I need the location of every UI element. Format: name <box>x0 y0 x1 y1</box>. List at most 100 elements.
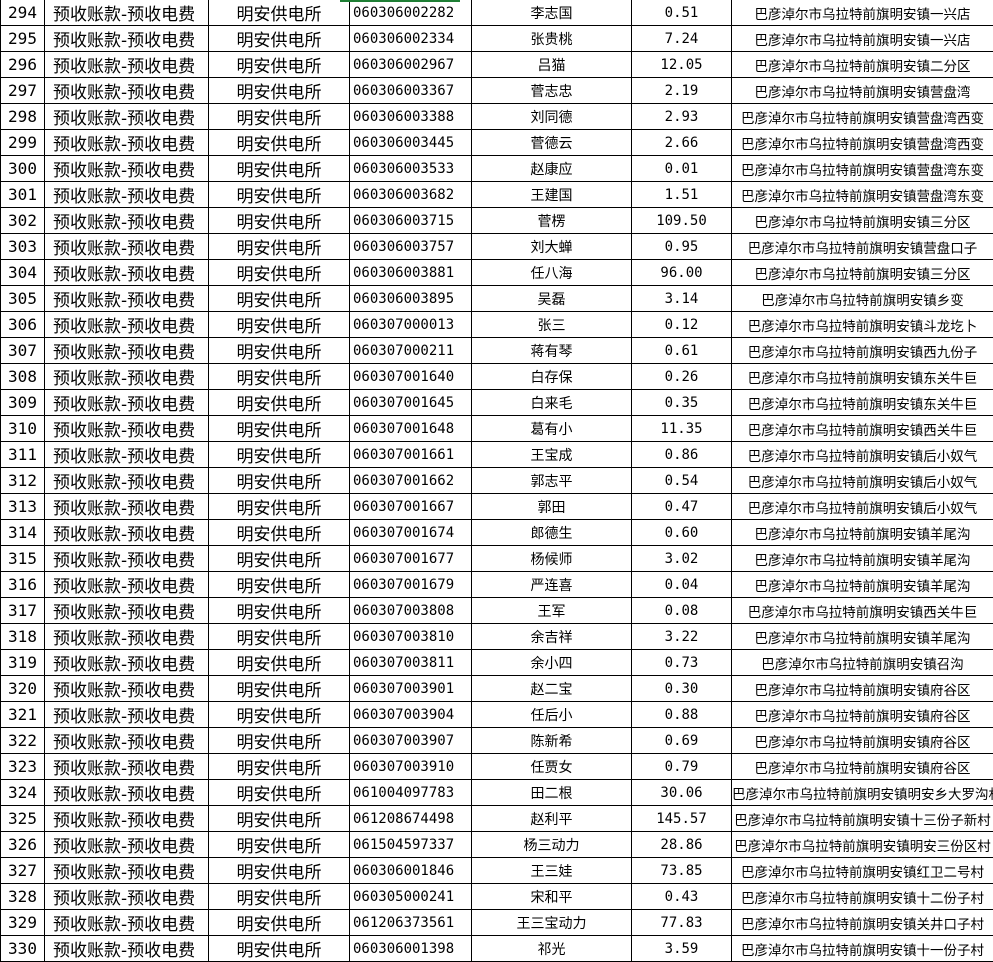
cell-address[interactable]: 巴彦淖尔市乌拉特前旗明安镇羊尾沟 <box>732 572 993 598</box>
cell-name[interactable]: 任贾女 <box>472 754 632 780</box>
cell-amount[interactable]: 0.26 <box>632 364 732 390</box>
cell-index[interactable]: 311 <box>1 442 45 468</box>
cell-name[interactable]: 赵利平 <box>472 806 632 832</box>
cell-name[interactable]: 李志国 <box>472 0 632 26</box>
cell-office[interactable]: 明安供电所 <box>209 884 350 910</box>
cell-account[interactable]: 060307003904 <box>350 702 472 728</box>
cell-account[interactable]: 061004097783 <box>350 780 472 806</box>
cell-name[interactable]: 葛有小 <box>472 416 632 442</box>
cell-amount[interactable]: 0.47 <box>632 494 732 520</box>
cell-index[interactable]: 297 <box>1 78 45 104</box>
cell-address[interactable]: 巴彦淖尔市乌拉特前旗明安镇羊尾沟 <box>732 546 993 572</box>
cell-office[interactable]: 明安供电所 <box>209 208 350 234</box>
cell-account[interactable]: 060307001648 <box>350 416 472 442</box>
cell-index[interactable]: 318 <box>1 624 45 650</box>
cell-type[interactable]: 预收账款-预收电费 <box>45 338 209 364</box>
cell-account[interactable]: 060307001640 <box>350 364 472 390</box>
cell-index[interactable]: 307 <box>1 338 45 364</box>
cell-address[interactable]: 巴彦淖尔市乌拉特前旗明安镇营盘湾东变 <box>732 156 993 182</box>
cell-office[interactable]: 明安供电所 <box>209 728 350 754</box>
cell-office[interactable]: 明安供电所 <box>209 156 350 182</box>
cell-name[interactable]: 赵康应 <box>472 156 632 182</box>
cell-name[interactable]: 王军 <box>472 598 632 624</box>
cell-account[interactable]: 061504597337 <box>350 832 472 858</box>
cell-address[interactable]: 巴彦淖尔市乌拉特前旗明安镇东关牛巨 <box>732 364 993 390</box>
cell-address[interactable]: 巴彦淖尔市乌拉特前旗明安镇红卫二号村 <box>732 858 993 884</box>
cell-type[interactable]: 预收账款-预收电费 <box>45 598 209 624</box>
cell-office[interactable]: 明安供电所 <box>209 832 350 858</box>
cell-amount[interactable]: 0.30 <box>632 676 732 702</box>
cell-address[interactable]: 巴彦淖尔市乌拉特前旗明安镇明安乡大罗沟村 <box>732 780 993 806</box>
cell-name[interactable]: 祁光 <box>472 936 632 962</box>
cell-office[interactable]: 明安供电所 <box>209 910 350 936</box>
cell-name[interactable]: 严连喜 <box>472 572 632 598</box>
cell-name[interactable]: 余吉祥 <box>472 624 632 650</box>
cell-amount[interactable]: 11.35 <box>632 416 732 442</box>
cell-name[interactable]: 刘大蝉 <box>472 234 632 260</box>
cell-index[interactable]: 329 <box>1 910 45 936</box>
cell-name[interactable]: 杨候师 <box>472 546 632 572</box>
cell-office[interactable]: 明安供电所 <box>209 104 350 130</box>
cell-account[interactable]: 060307003907 <box>350 728 472 754</box>
cell-name[interactable]: 吴磊 <box>472 286 632 312</box>
cell-index[interactable]: 303 <box>1 234 45 260</box>
cell-address[interactable]: 巴彦淖尔市乌拉特前旗明安镇十三份子新村 <box>732 806 993 832</box>
cell-amount[interactable]: 0.04 <box>632 572 732 598</box>
cell-account[interactable]: 060307001662 <box>350 468 472 494</box>
cell-amount[interactable]: 0.08 <box>632 598 732 624</box>
cell-index[interactable]: 312 <box>1 468 45 494</box>
cell-address[interactable]: 巴彦淖尔市乌拉特前旗明安镇营盘湾西变 <box>732 130 993 156</box>
cell-amount[interactable]: 1.51 <box>632 182 732 208</box>
cell-index[interactable]: 294 <box>1 0 45 26</box>
cell-index[interactable]: 295 <box>1 26 45 52</box>
cell-amount[interactable]: 0.60 <box>632 520 732 546</box>
cell-amount[interactable]: 96.00 <box>632 260 732 286</box>
cell-name[interactable]: 任八海 <box>472 260 632 286</box>
cell-office[interactable]: 明安供电所 <box>209 286 350 312</box>
cell-type[interactable]: 预收账款-预收电费 <box>45 624 209 650</box>
cell-address[interactable]: 巴彦淖尔市乌拉特前旗明安镇西关牛巨 <box>732 416 993 442</box>
cell-amount[interactable]: 3.02 <box>632 546 732 572</box>
cell-address[interactable]: 巴彦淖尔市乌拉特前旗明安镇一兴店 <box>732 0 993 26</box>
cell-address[interactable]: 巴彦淖尔市乌拉特前旗明安镇关井口子村 <box>732 910 993 936</box>
cell-amount[interactable]: 2.19 <box>632 78 732 104</box>
cell-office[interactable]: 明安供电所 <box>209 676 350 702</box>
cell-address[interactable]: 巴彦淖尔市乌拉特前旗明安镇西九份子 <box>732 338 993 364</box>
cell-amount[interactable]: 0.61 <box>632 338 732 364</box>
cell-index[interactable]: 315 <box>1 546 45 572</box>
cell-account[interactable]: 060307003808 <box>350 598 472 624</box>
cell-type[interactable]: 预收账款-预收电费 <box>45 910 209 936</box>
cell-office[interactable]: 明安供电所 <box>209 416 350 442</box>
cell-amount[interactable]: 3.14 <box>632 286 732 312</box>
cell-type[interactable]: 预收账款-预收电费 <box>45 884 209 910</box>
cell-account[interactable]: 060307000211 <box>350 338 472 364</box>
cell-office[interactable]: 明安供电所 <box>209 754 350 780</box>
cell-name[interactable]: 张三 <box>472 312 632 338</box>
cell-office[interactable]: 明安供电所 <box>209 26 350 52</box>
cell-account[interactable]: 060307001674 <box>350 520 472 546</box>
cell-account[interactable]: 060307001667 <box>350 494 472 520</box>
cell-office[interactable]: 明安供电所 <box>209 234 350 260</box>
cell-office[interactable]: 明安供电所 <box>209 572 350 598</box>
cell-index[interactable]: 308 <box>1 364 45 390</box>
cell-amount[interactable]: 109.50 <box>632 208 732 234</box>
cell-index[interactable]: 299 <box>1 130 45 156</box>
cell-office[interactable]: 明安供电所 <box>209 780 350 806</box>
cell-name[interactable]: 王宝成 <box>472 442 632 468</box>
cell-index[interactable]: 321 <box>1 702 45 728</box>
cell-type[interactable]: 预收账款-预收电费 <box>45 52 209 78</box>
cell-address[interactable]: 巴彦淖尔市乌拉特前旗明安镇召沟 <box>732 650 993 676</box>
cell-index[interactable]: 322 <box>1 728 45 754</box>
cell-amount[interactable]: 0.86 <box>632 442 732 468</box>
cell-type[interactable]: 预收账款-预收电费 <box>45 780 209 806</box>
cell-account[interactable]: 060306001846 <box>350 858 472 884</box>
cell-index[interactable]: 330 <box>1 936 45 962</box>
cell-office[interactable]: 明安供电所 <box>209 650 350 676</box>
cell-type[interactable]: 预收账款-预收电费 <box>45 390 209 416</box>
cell-name[interactable]: 王三宝动力 <box>472 910 632 936</box>
cell-office[interactable]: 明安供电所 <box>209 520 350 546</box>
cell-address[interactable]: 巴彦淖尔市乌拉特前旗明安镇营盘湾 <box>732 78 993 104</box>
cell-type[interactable]: 预收账款-预收电费 <box>45 156 209 182</box>
cell-name[interactable]: 菅楞 <box>472 208 632 234</box>
cell-office[interactable]: 明安供电所 <box>209 702 350 728</box>
